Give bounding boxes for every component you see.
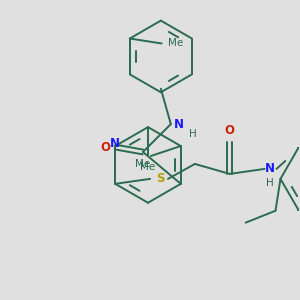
- Text: Me: Me: [168, 38, 183, 49]
- Text: O: O: [100, 140, 110, 154]
- Text: Me: Me: [140, 162, 156, 172]
- Text: H: H: [189, 129, 196, 139]
- Text: Me: Me: [135, 159, 151, 169]
- Text: H: H: [266, 178, 273, 188]
- Text: N: N: [265, 162, 275, 176]
- Text: N: N: [110, 137, 120, 150]
- Text: O: O: [225, 124, 235, 136]
- Text: N: N: [174, 118, 184, 130]
- Text: S: S: [156, 172, 164, 185]
